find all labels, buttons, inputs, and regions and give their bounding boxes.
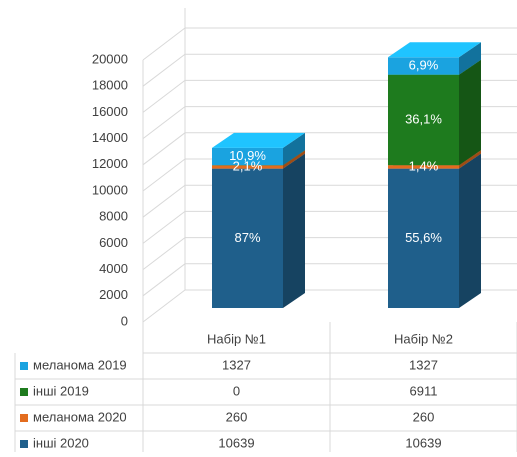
bar-side bbox=[459, 153, 481, 308]
table-cell: 10639 bbox=[405, 435, 441, 450]
table-cell: 1327 bbox=[409, 357, 438, 372]
table-cell: 6911 bbox=[410, 383, 438, 398]
y-tick-label: 20000 bbox=[92, 51, 128, 66]
bar-side bbox=[459, 59, 481, 166]
legend-swatch bbox=[20, 362, 28, 370]
table-header: Набір №2 bbox=[394, 331, 453, 346]
data-label: 55,6% bbox=[405, 230, 442, 245]
y-tick-label: 14000 bbox=[92, 130, 128, 145]
legend-label: меланома 2020 bbox=[33, 409, 127, 424]
table-header: Набір №1 bbox=[207, 331, 266, 346]
data-label: 10,9% bbox=[229, 148, 266, 163]
y-tick-label: 16000 bbox=[92, 104, 128, 119]
table-cell: 260 bbox=[226, 409, 248, 424]
data-label: 2,1% bbox=[233, 158, 263, 173]
y-tick-label: 10000 bbox=[92, 182, 128, 197]
bar bbox=[388, 165, 459, 169]
bar-side bbox=[459, 42, 481, 75]
bar bbox=[388, 168, 459, 308]
y-tick-label: 4000 bbox=[99, 261, 128, 276]
legend-label: меланома 2019 bbox=[33, 357, 127, 372]
bar-side bbox=[459, 150, 481, 169]
legend-label: інші 2020 bbox=[33, 435, 89, 450]
y-tick-label: 2000 bbox=[99, 287, 128, 302]
table-cell: 0 bbox=[233, 383, 240, 398]
y-tick-label: 0 bbox=[121, 313, 128, 328]
table-cell: 260 bbox=[413, 409, 435, 424]
data-label: 87% bbox=[234, 230, 260, 245]
y-tick-label: 6000 bbox=[99, 235, 128, 250]
bar-side bbox=[283, 150, 305, 169]
bar bbox=[212, 165, 283, 169]
bar-side bbox=[283, 153, 305, 308]
table-cell: 1327 bbox=[222, 357, 251, 372]
legend-swatch bbox=[20, 440, 28, 448]
y-tick-label: 18000 bbox=[92, 78, 128, 93]
bar bbox=[388, 74, 459, 166]
legend-label: інші 2019 bbox=[33, 383, 89, 398]
table-cell: 10639 bbox=[218, 435, 254, 450]
bar-top bbox=[212, 132, 305, 148]
legend-swatch bbox=[20, 388, 28, 396]
bar bbox=[388, 57, 459, 75]
bar-top bbox=[388, 42, 481, 58]
data-label: 36,1% bbox=[405, 111, 442, 126]
data-label: 6,9% bbox=[409, 57, 439, 72]
y-tick-label: 12000 bbox=[92, 156, 128, 171]
y-tick-label: 8000 bbox=[99, 209, 128, 224]
data-label: 1,4% bbox=[409, 158, 439, 173]
legend-swatch bbox=[20, 414, 28, 422]
bar bbox=[212, 147, 283, 166]
bar bbox=[212, 168, 283, 308]
bar-side bbox=[283, 132, 305, 166]
